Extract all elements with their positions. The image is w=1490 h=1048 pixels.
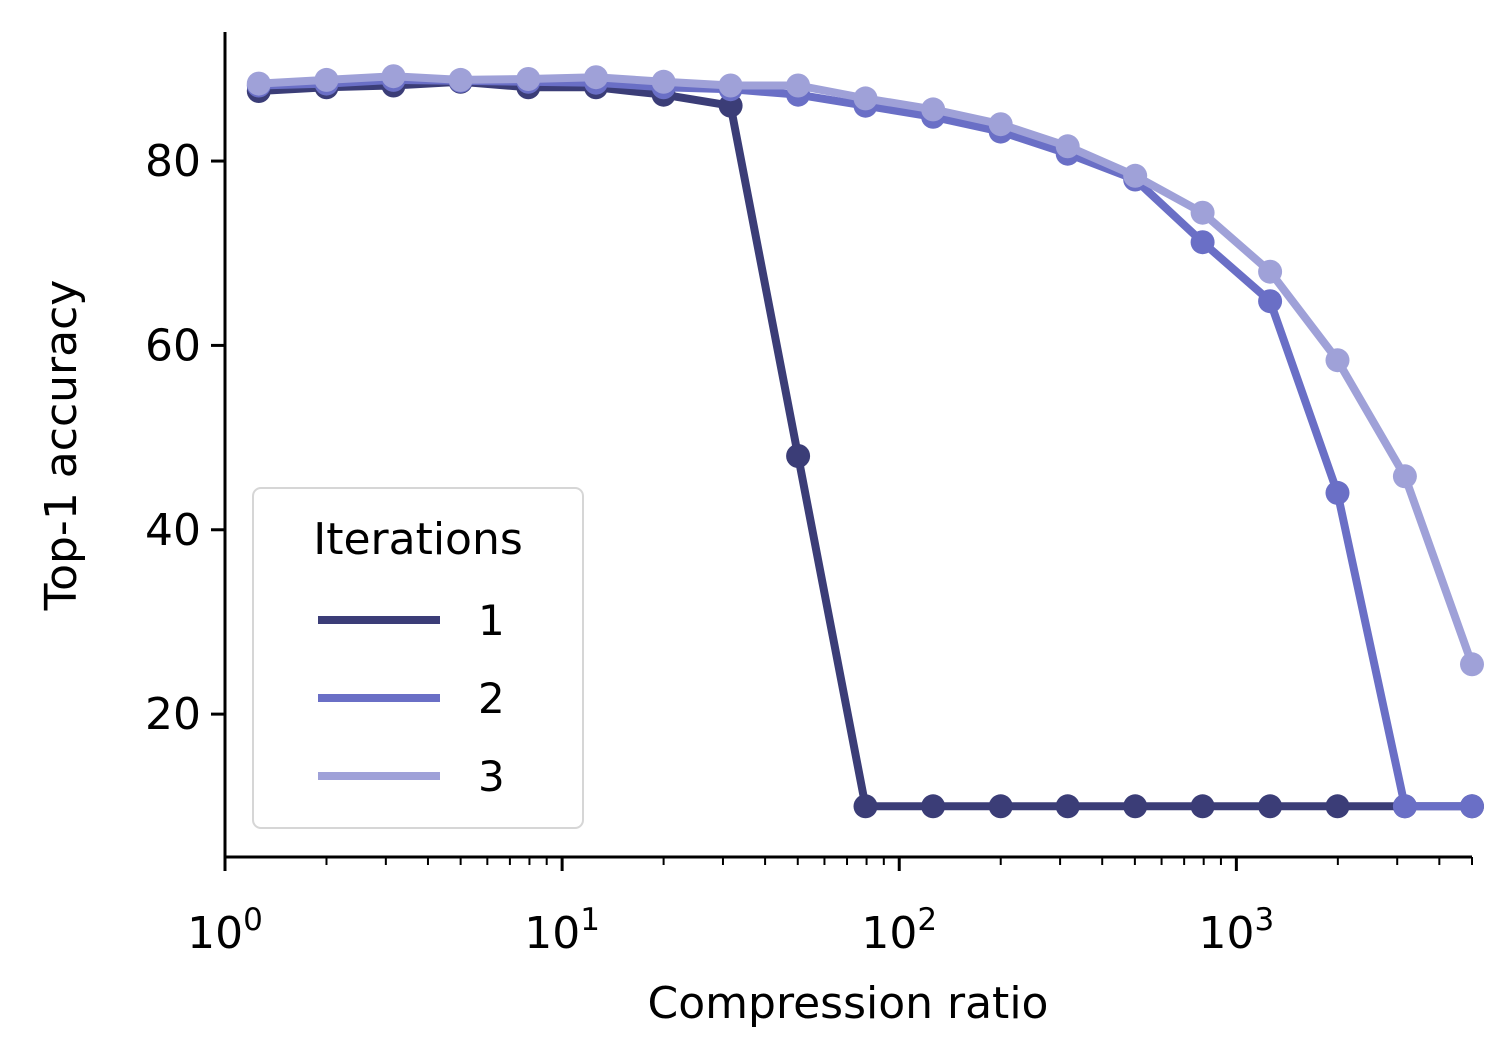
series-3-point-8 [786,73,811,98]
legend-frame [252,487,584,829]
plot-area [246,64,1484,819]
legend-item-1: 1 [318,596,505,645]
series-3-point-5 [584,65,608,90]
legend-item-2: 2 [318,674,505,723]
series-3-point-18 [1460,652,1484,677]
series-1-point-13 [1123,794,1148,819]
series-3-point-17 [1392,464,1417,489]
series-3-point-10 [921,97,946,122]
series-3-point-12 [1055,134,1080,159]
y-tick-label: 60 [145,320,201,371]
legend: Iterations 1 2 3 [252,487,584,829]
series-1-point-8 [786,444,811,468]
y-tick-label: 80 [145,136,201,187]
y-axis-title: Top-1 accuracy [36,280,87,612]
x-tick-label: 100 [187,902,263,959]
series-3-point-16 [1325,348,1350,373]
series-2-point-17 [1392,794,1417,819]
x-ticks: 100 101 102 103 [187,857,1473,959]
legend-items: 1 2 3 [318,596,505,801]
series-2-point-15 [1258,289,1283,314]
series-3 [246,64,1484,677]
series-3-point-13 [1123,163,1148,188]
series-3-point-15 [1258,259,1283,284]
y-tick-label: 20 [145,689,201,740]
legend-label: 1 [478,596,505,645]
series-1-point-15 [1258,794,1283,819]
x-axis-title: Compression ratio [648,978,1049,1029]
x-tick-label: 101 [524,902,600,959]
series-3-point-7 [718,73,743,98]
series-3-point-2 [381,64,406,89]
series-1-point-14 [1190,794,1215,819]
series-3-point-0 [246,71,271,96]
series-1-point-10 [921,794,946,819]
y-tick-label: 40 [145,505,201,556]
series-3-point-4 [516,67,541,91]
x-tick-label: 103 [1198,902,1274,959]
y-ticks: 20 40 60 80 [145,136,225,740]
series-3-point-11 [988,112,1013,137]
series-3-point-14 [1190,200,1215,225]
legend-label: 3 [478,752,505,801]
series-3-point-3 [448,67,473,92]
series-1-point-12 [1055,794,1080,819]
series-3-point-6 [651,69,676,94]
x-tick-label: 102 [861,902,937,959]
series-1-point-7 [718,93,743,118]
series-1-point-11 [988,794,1013,819]
legend-item-3: 3 [318,752,505,801]
legend-label: 2 [478,674,505,723]
series-1-point-9 [853,794,878,819]
series-2-point-18 [1460,794,1484,819]
series-2-point-16 [1325,480,1350,505]
legend-title: Iterations [313,514,523,565]
series-3-point-1 [314,67,339,92]
series-3-point-9 [853,86,878,111]
series-2-point-14 [1190,230,1215,255]
series-1-point-16 [1325,794,1350,819]
